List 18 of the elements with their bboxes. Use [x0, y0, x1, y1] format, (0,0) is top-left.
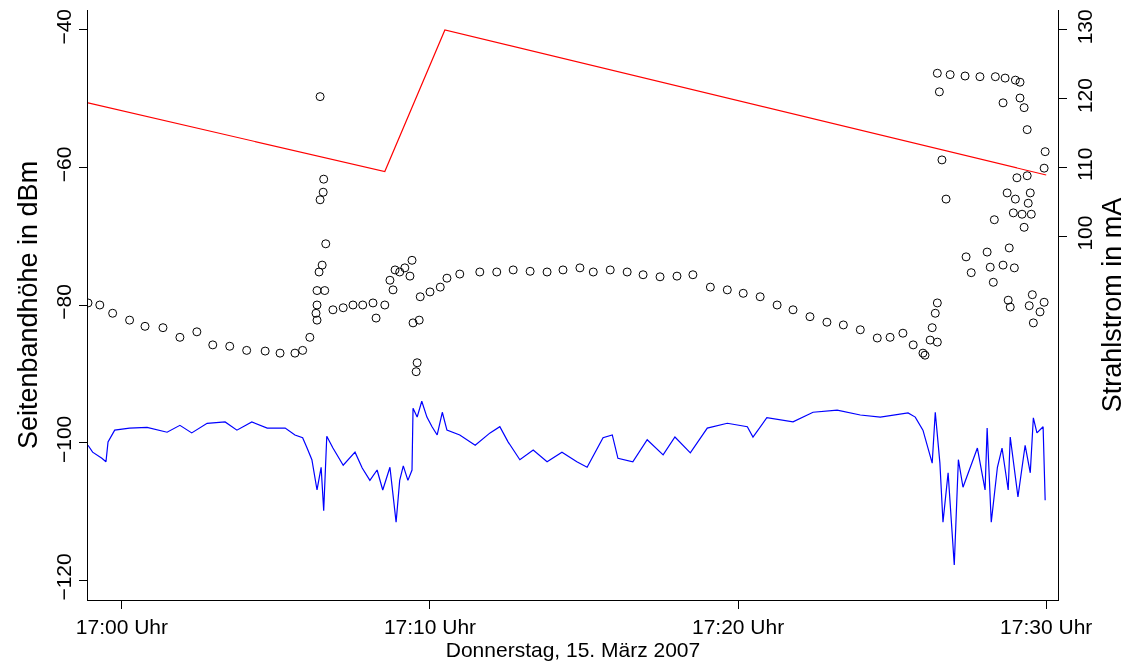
y-tick-label: −80: [51, 284, 75, 320]
x-tick-label: 17:20 Uhr: [691, 615, 785, 639]
y2-tick-label: 120: [1073, 78, 1097, 114]
y-tick-label: −100: [51, 415, 75, 464]
y2-tick-label: 110: [1073, 147, 1097, 182]
y2-tick-label: 130: [1073, 9, 1097, 45]
y2-axis-title: Strahlstrom in mA: [1096, 197, 1127, 413]
x-tick-label: 17:30 Uhr: [1000, 615, 1093, 639]
y2-tick-label: 100: [1073, 215, 1097, 251]
line-series: [88, 29, 1047, 176]
line-series: [88, 400, 1046, 566]
x-tick-label: 17:10 Uhr: [383, 615, 477, 639]
x-axis-title: Donnerstag, 15. März 2007: [445, 638, 701, 662]
x-tick-label: 17:00 Uhr: [75, 615, 169, 639]
y-tick-label: −40: [51, 8, 75, 45]
y-axis-title: Seitenbandhöhe in dBm: [12, 160, 43, 450]
y-tick-label: −120: [51, 553, 75, 601]
y-tick-label: −60: [51, 146, 75, 183]
